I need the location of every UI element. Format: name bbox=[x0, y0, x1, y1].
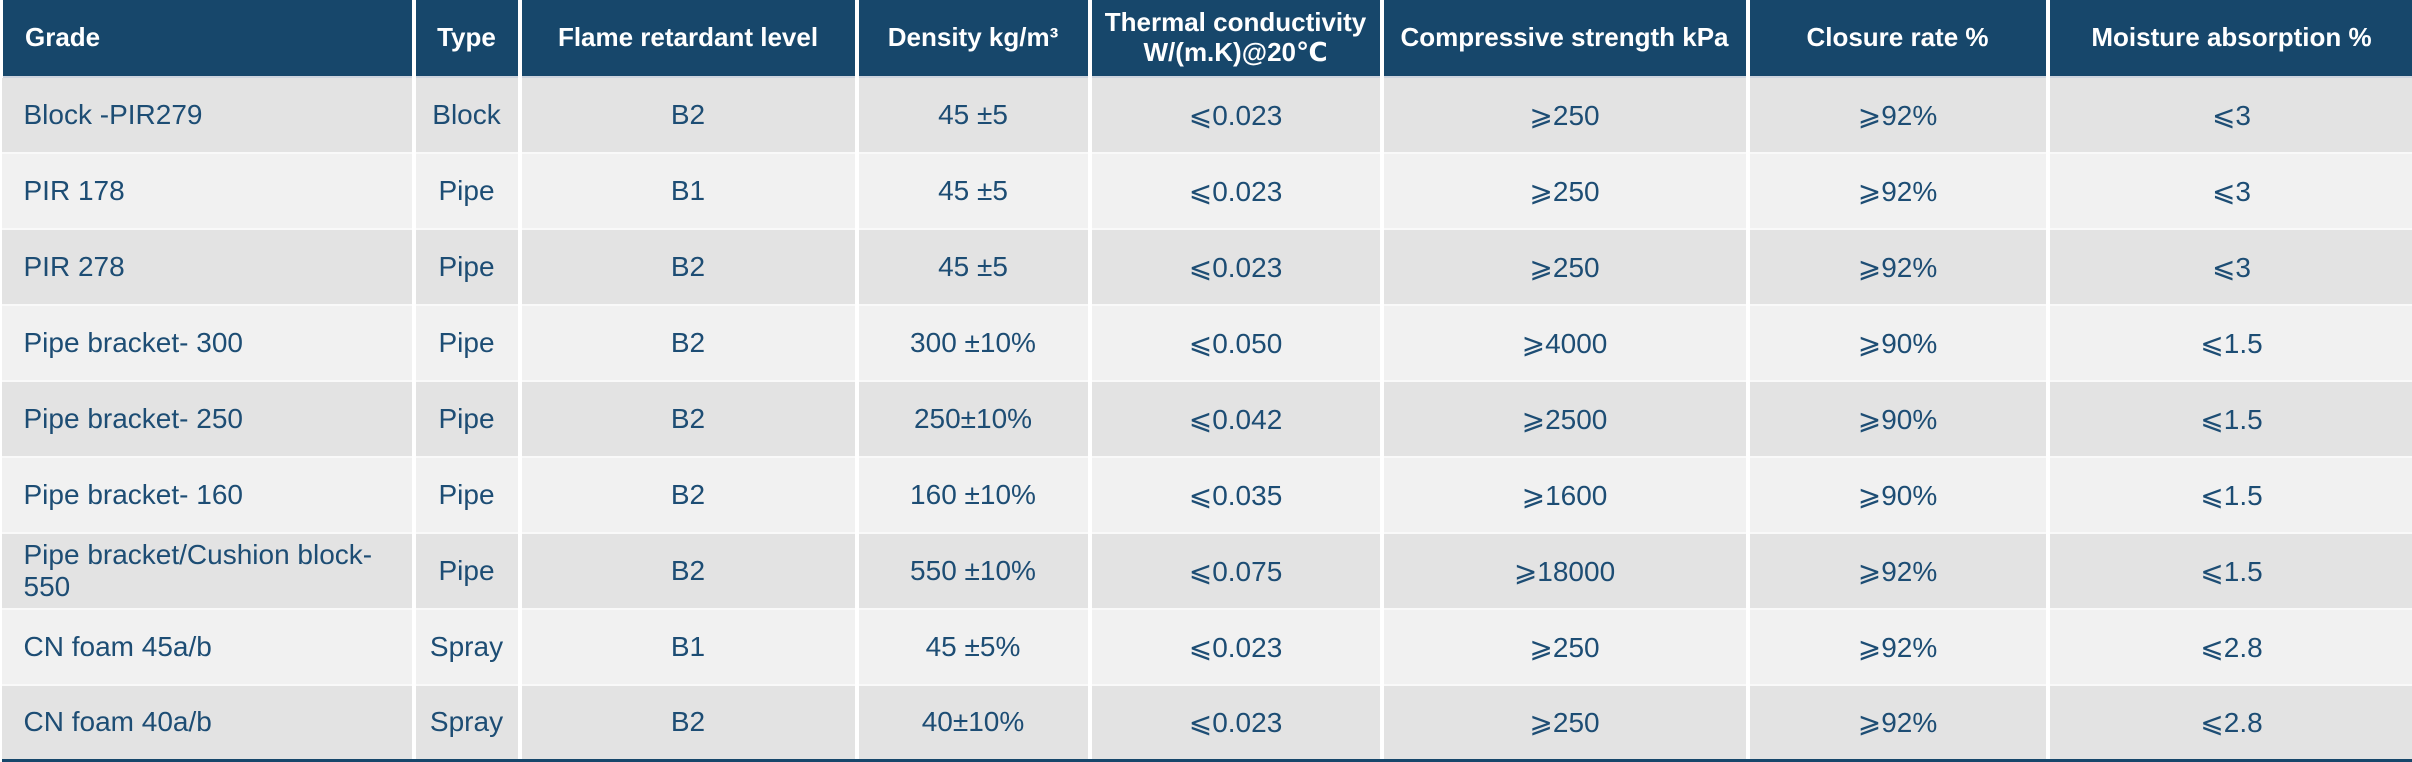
table-cell: ⩾250 bbox=[1381, 608, 1750, 685]
table-cell: PIR 278 bbox=[1, 228, 416, 305]
table-cell: B2 bbox=[519, 380, 859, 457]
table-row: Pipe bracket- 250 Pipe B2 250±10% ⩽0.042 ⩾250… bbox=[1, 380, 2412, 457]
header-row: Grade Type Flame retardant level Density… bbox=[0, 0, 2412, 77]
table-cell: 40±10% bbox=[856, 684, 1092, 761]
table-cell: ⩾92% bbox=[1747, 532, 2050, 609]
col-header-thermal-conductivity: Thermal conductivity W/(m.K)@20℃ bbox=[1089, 0, 1384, 77]
table-cell: B2 bbox=[519, 532, 859, 609]
table-cell: 45 ±5 bbox=[856, 228, 1092, 305]
table-cell: Block -PIR279 bbox=[1, 76, 416, 153]
table-row: Pipe bracket/Cushion block- 550 Pipe B2 550… bbox=[1, 532, 2412, 609]
table-cell: 45 ±5 bbox=[856, 76, 1092, 153]
table-cell: ⩽2.8 bbox=[2047, 684, 2412, 761]
table-cell: ⩽0.042 bbox=[1089, 380, 1384, 457]
table-cell: ⩾92% bbox=[1747, 684, 2050, 761]
table-cell: Pipe bbox=[413, 380, 522, 457]
table-cell: PIR 178 bbox=[1, 152, 416, 229]
table-cell: ⩽0.023 bbox=[1089, 684, 1384, 761]
spec-table-body: Block -PIR279 Block B2 45 ±5 ⩽0.023 ⩾250 ⩾92% ⩽… bbox=[1, 76, 2412, 761]
table-cell: Pipe bbox=[413, 456, 522, 533]
table-cell: B2 bbox=[519, 228, 859, 305]
table-cell: Pipe bbox=[413, 304, 522, 381]
table-cell: B2 bbox=[519, 684, 859, 761]
col-header-flame-retardant-level: Flame retardant level bbox=[519, 0, 859, 77]
col-header-closure-rate: Closure rate % bbox=[1747, 0, 2050, 77]
col-header-compressive-strength: Compressive strength kPa bbox=[1381, 0, 1750, 77]
table-cell: ⩽0.075 bbox=[1089, 532, 1384, 609]
table-cell: ⩾250 bbox=[1381, 152, 1750, 229]
table-cell: ⩽3 bbox=[2047, 228, 2412, 305]
table-row: Pipe bracket- 300 Pipe B2 300 ±10% ⩽0.050 ⩾40… bbox=[1, 304, 2412, 381]
table-cell: ⩾1600 bbox=[1381, 456, 1750, 533]
table-cell: Pipe bbox=[413, 532, 522, 609]
table-row: CN foam 40a/b Spray B2 40±10% ⩽0.023 ⩾250 ⩾92%… bbox=[1, 684, 2412, 761]
table-cell: 250±10% bbox=[856, 380, 1092, 457]
table-cell: ⩽0.050 bbox=[1089, 304, 1384, 381]
table-row: PIR 178 Pipe B1 45 ±5 ⩽0.023 ⩾250 ⩾92% ⩽3 bbox=[1, 152, 2412, 229]
table-cell: Spray bbox=[413, 608, 522, 685]
table-cell: 160 ±10% bbox=[856, 456, 1092, 533]
table-row: Pipe bracket- 160 Pipe B2 160 ±10% ⩽0.035 ⩾16… bbox=[1, 456, 2412, 533]
table-cell: 45 ±5 bbox=[856, 152, 1092, 229]
table-cell: ⩽2.8 bbox=[2047, 608, 2412, 685]
table-cell: B2 bbox=[519, 304, 859, 381]
col-header-grade: Grade bbox=[0, 0, 416, 77]
table-cell: B2 bbox=[519, 76, 859, 153]
table-cell: ⩽1.5 bbox=[2047, 380, 2412, 457]
table-cell: B1 bbox=[519, 608, 859, 685]
table-cell: ⩾4000 bbox=[1381, 304, 1750, 381]
table-cell: ⩽0.035 bbox=[1089, 456, 1384, 533]
table-cell: ⩽1.5 bbox=[2047, 456, 2412, 533]
table-row: PIR 278 Pipe B2 45 ±5 ⩽0.023 ⩾250 ⩾92% ⩽3 bbox=[1, 228, 2412, 305]
table-cell: ⩽0.023 bbox=[1089, 152, 1384, 229]
table-cell: B2 bbox=[519, 456, 859, 533]
table-cell: ⩾90% bbox=[1747, 304, 2050, 381]
table-cell: CN foam 45a/b bbox=[1, 608, 416, 685]
table-cell: ⩾2500 bbox=[1381, 380, 1750, 457]
table-cell: ⩾92% bbox=[1747, 228, 2050, 305]
table-cell: ⩾92% bbox=[1747, 608, 2050, 685]
table-cell: CN foam 40a/b bbox=[1, 684, 416, 761]
table-row: Block -PIR279 Block B2 45 ±5 ⩽0.023 ⩾250 ⩾92% ⩽… bbox=[1, 76, 2412, 153]
table-cell: ⩽1.5 bbox=[2047, 304, 2412, 381]
col-header-type: Type bbox=[413, 0, 522, 77]
table-cell: Pipe bbox=[413, 228, 522, 305]
table-cell: Pipe bracket- 160 bbox=[1, 456, 416, 533]
table-cell: ⩽3 bbox=[2047, 152, 2412, 229]
table-cell: ⩾250 bbox=[1381, 228, 1750, 305]
table-cell: Pipe bracket/Cushion block- 550 bbox=[1, 532, 416, 609]
table-cell: Pipe bracket- 250 bbox=[1, 380, 416, 457]
table-cell: ⩾90% bbox=[1747, 380, 2050, 457]
col-header-moisture-absorption: Moisture absorption % bbox=[2047, 0, 2412, 77]
table-cell: ⩽0.023 bbox=[1089, 228, 1384, 305]
table-cell: Pipe bbox=[413, 152, 522, 229]
table-cell: ⩽0.023 bbox=[1089, 76, 1384, 153]
table-cell: ⩾92% bbox=[1747, 152, 2050, 229]
table-cell: ⩽3 bbox=[2047, 76, 2412, 153]
table-cell: ⩾250 bbox=[1381, 684, 1750, 761]
table-cell: ⩾250 bbox=[1381, 76, 1750, 153]
table-cell: B1 bbox=[519, 152, 859, 229]
table-cell: ⩾18000 bbox=[1381, 532, 1750, 609]
table-cell: ⩽1.5 bbox=[2047, 532, 2412, 609]
table-cell: ⩽0.023 bbox=[1089, 608, 1384, 685]
table-cell: 550 ±10% bbox=[856, 532, 1092, 609]
table-cell: 300 ±10% bbox=[856, 304, 1092, 381]
table-cell: Block bbox=[413, 76, 522, 153]
col-header-density: Density kg/m³ bbox=[856, 0, 1092, 77]
table-cell: Spray bbox=[413, 684, 522, 761]
spec-table-header: Grade Type Flame retardant level Density… bbox=[0, 0, 2412, 77]
table-cell: ⩾92% bbox=[1747, 76, 2050, 153]
table-cell: Pipe bracket- 300 bbox=[1, 304, 416, 381]
table-cell: 45 ±5% bbox=[856, 608, 1092, 685]
table-row: CN foam 45a/b Spray B1 45 ±5% ⩽0.023 ⩾250 ⩾92%… bbox=[1, 608, 2412, 685]
table-cell: ⩾90% bbox=[1747, 456, 2050, 533]
